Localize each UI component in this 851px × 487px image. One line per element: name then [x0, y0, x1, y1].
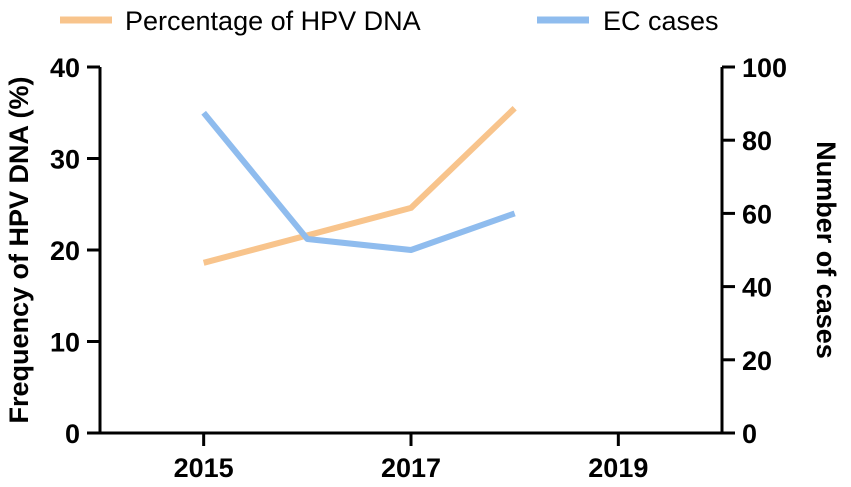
left-y-tick-label: 30 [50, 145, 80, 175]
left-y-ticks: 0 10 20 30 40 [50, 53, 100, 449]
legend-label-ec-cases: EC cases [603, 6, 719, 36]
right-y-tick-label: 60 [742, 199, 772, 229]
left-y-tick-label: 40 [50, 53, 80, 83]
right-y-tick-label: 0 [742, 419, 757, 449]
legend: Percentage of HPV DNA EC cases [60, 6, 719, 36]
x-tick-label: 2017 [381, 453, 441, 483]
series-line-ec-cases [201, 110, 516, 253]
right-y-ticks: 0 20 40 60 80 100 [722, 53, 787, 449]
x-tick-label: 2019 [588, 453, 648, 483]
x-tick-label: 2015 [174, 453, 234, 483]
series-layer [201, 106, 517, 266]
right-y-tick-label: 80 [742, 126, 772, 156]
left-y-tick-label: 0 [65, 419, 80, 449]
right-y-tick-label: 100 [742, 53, 787, 83]
left-y-axis-title: Frequency of HPV DNA (%) [4, 76, 34, 423]
right-y-tick-label: 40 [742, 273, 772, 303]
right-y-tick-label: 20 [742, 346, 772, 376]
series-line-hpv-dna [202, 106, 517, 266]
x-ticks: 2015 2017 2019 [174, 433, 648, 483]
legend-label-hpv-dna: Percentage of HPV DNA [125, 6, 421, 36]
left-y-tick-label: 20 [50, 236, 80, 266]
right-y-axis-title: Number of cases [811, 141, 841, 359]
left-y-tick-label: 10 [50, 328, 80, 358]
